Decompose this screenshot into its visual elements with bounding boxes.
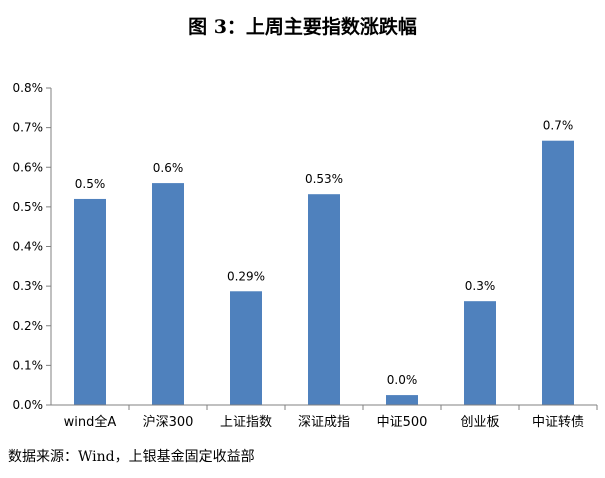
data-label: 0.6%	[153, 161, 184, 175]
y-tick-label: 0.8%	[13, 81, 44, 95]
category-label: 上证指数	[220, 415, 272, 430]
y-tick-label: 0.5%	[13, 200, 44, 214]
data-label: 0.7%	[543, 119, 574, 133]
bar	[230, 291, 262, 405]
bar	[386, 395, 418, 405]
category-label: 中证500	[377, 415, 428, 430]
figure-title: 图 3：上周主要指数涨跌幅	[188, 16, 417, 38]
bar	[308, 194, 340, 405]
category-label: 深证成指	[298, 415, 350, 430]
category-label: wind全A	[64, 414, 117, 430]
bar	[542, 140, 574, 406]
data-label: 0.5%	[75, 177, 106, 191]
y-tick-label: 0.4%	[13, 240, 44, 254]
category-label: 中证转债	[532, 415, 584, 430]
bar	[464, 301, 496, 405]
bar	[74, 198, 106, 405]
data-label: 0.0%	[387, 373, 418, 387]
y-tick-label: 0.0%	[13, 398, 44, 412]
y-tick-label: 0.3%	[13, 279, 44, 293]
y-tick-label: 0.2%	[13, 319, 44, 333]
data-label: 0.53%	[305, 172, 343, 186]
y-tick-label: 0.6%	[13, 160, 44, 174]
y-tick-label: 0.1%	[13, 358, 44, 372]
data-label: 0.3%	[465, 279, 496, 293]
bar	[152, 183, 184, 405]
y-tick-label: 0.7%	[13, 121, 44, 135]
category-label: 沪深300	[143, 414, 194, 430]
category-label: 创业板	[460, 415, 499, 430]
source-note: 数据来源：Wind，上银基金固定收益部	[8, 449, 255, 465]
data-label: 0.29%	[227, 269, 265, 283]
